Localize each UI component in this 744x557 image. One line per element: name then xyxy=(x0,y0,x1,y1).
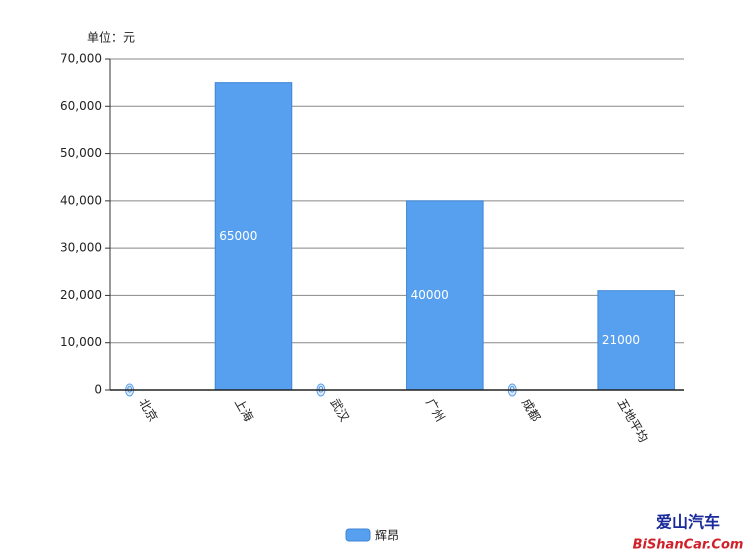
x-tick-label: 广州 xyxy=(423,396,447,424)
y-tick-label: 30,000 xyxy=(60,241,102,255)
value-label: 65000 xyxy=(219,229,257,243)
x-tick-label: 上海 xyxy=(232,396,257,424)
y-tick-label: 60,000 xyxy=(60,99,102,113)
unit-label: 单位：元 xyxy=(87,30,135,45)
x-tick-label: 北京 xyxy=(136,396,160,424)
bar xyxy=(406,200,484,391)
x-tick-label: 五地平均 xyxy=(615,396,651,445)
legend-swatch xyxy=(345,528,371,542)
legend-label: 辉昂 xyxy=(375,529,399,543)
y-tick-label: 50,000 xyxy=(60,146,102,160)
x-tick-label: 成都 xyxy=(519,396,543,424)
bar xyxy=(597,290,675,391)
y-tick-label: 10,000 xyxy=(60,335,102,349)
y-tick-label: 70,000 xyxy=(60,52,102,66)
value-label: 40000 xyxy=(411,288,449,302)
value-label: 21000 xyxy=(602,333,640,347)
y-tick-label: 20,000 xyxy=(60,288,102,302)
y-tick-label: 40,000 xyxy=(60,193,102,207)
watermark-url: BiShanCar.Com xyxy=(633,538,744,553)
watermark-title: 爱山汽车 xyxy=(656,513,720,532)
y-tick-label: 0 xyxy=(94,383,102,397)
x-tick-label: 武汉 xyxy=(328,396,352,424)
